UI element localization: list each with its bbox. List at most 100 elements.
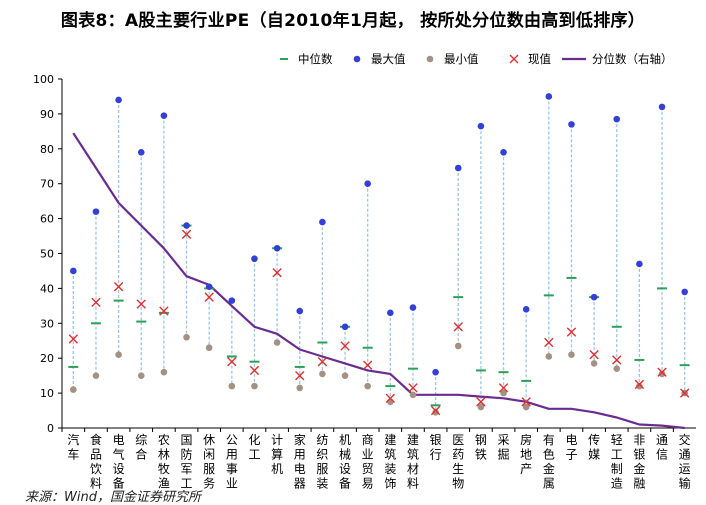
x-tick-label: 家用电器 <box>294 432 306 491</box>
x-tick-label: 交通运输 <box>679 432 691 491</box>
current-point <box>362 360 373 370</box>
min-point <box>273 339 281 346</box>
max-point <box>228 297 236 304</box>
max-point <box>251 255 258 263</box>
y-tick-label: 100 <box>33 73 54 86</box>
min-point <box>613 365 621 372</box>
min-point <box>183 333 190 341</box>
min-point <box>137 372 145 379</box>
min-point <box>432 408 439 416</box>
x-tick-label: 机械设备 <box>339 433 351 491</box>
x-tick-label: 建筑材料 <box>407 433 419 491</box>
x-tick-label: 休闲服务 <box>203 433 215 491</box>
min-point <box>70 386 77 393</box>
max-point <box>341 323 349 331</box>
legend-label-median: 中位数 <box>298 52 333 66</box>
current-point <box>68 334 79 344</box>
current-point <box>113 281 124 292</box>
min-point <box>205 344 213 352</box>
current-point <box>476 397 486 407</box>
min-point <box>658 370 666 378</box>
source-note: 来源：Wind，国金证券研究所 <box>25 490 201 505</box>
min-point <box>228 382 236 390</box>
min-point <box>296 384 304 392</box>
max-point <box>500 148 507 156</box>
current-point <box>295 370 305 381</box>
current-point <box>612 355 622 365</box>
min-point <box>590 360 598 367</box>
x-tick-label: 银行 <box>430 433 442 462</box>
legend-item-min: 最小值 <box>426 52 479 66</box>
legend-swatch-max <box>353 55 361 63</box>
min-point <box>319 370 326 378</box>
x-tick-label: 建筑装饰 <box>384 433 396 491</box>
x-tick-label: 公用事业 <box>226 433 238 491</box>
legend-label-current: 现值 <box>528 52 551 66</box>
x-tick-label: 综合 <box>135 433 147 462</box>
max-point <box>522 306 530 313</box>
x-tick-label: 有色金属 <box>543 433 555 491</box>
max-point <box>137 148 145 156</box>
current-point <box>498 383 509 393</box>
x-tick-label: 食品饮料 <box>90 432 102 491</box>
current-point <box>204 292 214 302</box>
x-tick-label: 计算机 <box>271 433 283 476</box>
current-point <box>272 268 282 278</box>
min-point <box>387 398 394 406</box>
max-point <box>477 122 485 130</box>
max-point <box>183 222 190 229</box>
legend-item-percentile: 分位数（右轴） <box>562 52 673 66</box>
current-point <box>136 299 146 309</box>
min-point <box>92 372 100 379</box>
max-point <box>454 164 462 172</box>
legend-item-median: 中位数 <box>280 52 333 66</box>
max-point <box>92 208 100 215</box>
current-point <box>430 405 441 416</box>
min-point <box>522 403 530 411</box>
current-point <box>634 379 645 390</box>
max-point <box>409 304 417 311</box>
data-marks <box>68 93 690 416</box>
x-tick-label: 电子 <box>565 433 577 462</box>
range-lines <box>72 96 686 413</box>
x-tick-label: 国防军工 <box>181 433 193 491</box>
legend-label-percentile: 分位数（右轴） <box>592 52 673 66</box>
current-point <box>317 356 328 367</box>
legend-label-max: 最大值 <box>371 52 406 66</box>
max-point <box>432 368 439 376</box>
min-point <box>251 382 258 390</box>
max-point <box>319 218 326 226</box>
current-point <box>589 350 599 360</box>
x-tick-label: 农林牧渔 <box>158 433 170 491</box>
chart-title: 图表8：A股主要行业PE（自2010年1月起， 按所处分位数由高到低排序） <box>60 11 646 31</box>
y-tick-label: 10 <box>40 387 54 400</box>
y-axis-ticks: 0 10 20 30 40 50 60 70 80 90 100 <box>33 73 63 435</box>
max-point <box>160 112 168 119</box>
x-tick-label: 纺织服装 <box>316 433 328 491</box>
current-point <box>227 356 237 367</box>
min-point <box>568 351 575 359</box>
max-point <box>205 283 213 290</box>
max-point <box>296 307 304 315</box>
current-point <box>159 306 169 316</box>
percentile-series <box>72 132 685 430</box>
max-point <box>568 121 575 128</box>
current-point <box>340 341 350 351</box>
x-tick-label: 化工 <box>248 433 260 462</box>
min-point <box>500 389 507 397</box>
max-point <box>658 103 666 111</box>
y-tick-label: 70 <box>40 178 54 191</box>
max-point <box>364 180 371 187</box>
y-tick-label: 40 <box>40 282 54 295</box>
current-point <box>408 383 418 393</box>
x-tick-label: 电气设备 <box>113 433 125 491</box>
min-point <box>477 403 485 411</box>
y-tick-label: 90 <box>40 108 54 121</box>
x-tick-label: 医药生物 <box>452 433 464 491</box>
min-point <box>364 382 371 390</box>
min-point <box>636 382 643 390</box>
max-point <box>70 267 77 275</box>
min-point <box>454 342 462 350</box>
min-point <box>160 368 168 376</box>
